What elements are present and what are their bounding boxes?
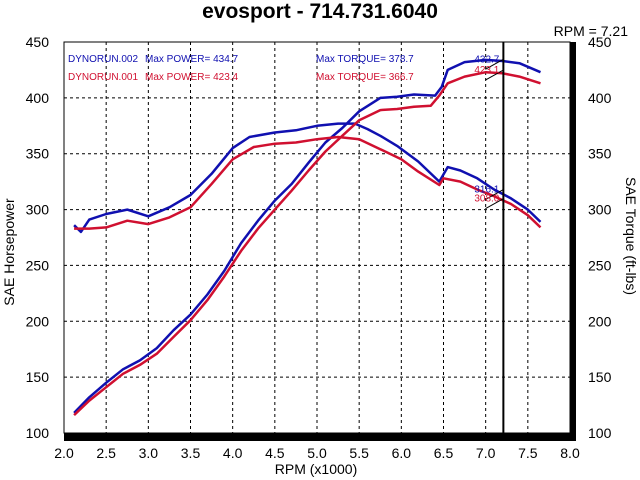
y2-tick-label: 450: [588, 34, 612, 50]
x-tick-label: 3.5: [181, 445, 201, 461]
y2-tick-label: 200: [588, 313, 612, 329]
y-tick-label: 350: [26, 146, 50, 162]
x-tick-labels: 2.0 2.5 3.0 3.5 4.0 4.5 5.0 5.5 6.0 6.5 7.0 7.5 8.0: [54, 445, 580, 461]
x-tick-label: 6.0: [392, 445, 412, 461]
y2-tick-labels: 100 150 200 250 300 350 400 450: [588, 34, 612, 441]
cursor-value-label: 423.1: [474, 65, 499, 76]
series-line-1: [73, 122, 542, 234]
y-tick-label: 400: [26, 90, 50, 106]
y-tick-label: 150: [26, 369, 50, 385]
cursor-pointer-line: [485, 198, 504, 210]
cursor-value-label: 316.1: [474, 185, 499, 196]
x-tick-label: 3.0: [139, 445, 159, 461]
x-tick-label: 2.0: [54, 445, 74, 461]
y-axis-label: SAE Horsepower: [1, 198, 17, 306]
legend-run-1-power: Max POWER= 423.4: [145, 72, 239, 83]
y-tick-label: 250: [26, 257, 50, 273]
y-tick-label: 450: [26, 34, 50, 50]
x-tick-label: 4.0: [223, 445, 243, 461]
y2-tick-label: 250: [588, 257, 612, 273]
y2-tick-label: 400: [588, 90, 612, 106]
legend: DYNORUN.002 Max POWER= 434.7 Max TORQUE=…: [68, 54, 414, 83]
x-tick-label: 8.0: [560, 445, 580, 461]
y2-tick-label: 100: [588, 425, 612, 441]
y2-tick-label: 350: [588, 146, 612, 162]
x-tick-label: 5.5: [349, 445, 369, 461]
series-line-3: [74, 135, 542, 230]
y2-tick-label: 150: [588, 369, 612, 385]
y2-axis-bar: [570, 42, 576, 441]
legend-run-1-name: DYNORUN.001: [68, 72, 138, 83]
x-axis-bar: [64, 433, 571, 441]
legend-run-2-torque: Max TORQUE= 378.7: [316, 54, 414, 65]
chart-title: evosport - 714.731.6040: [202, 0, 438, 23]
cursor-pointer-line: [485, 189, 504, 201]
cursor-value-label: 308.0: [474, 194, 499, 205]
series-lines: [73, 58, 542, 417]
legend-run-2-name: DYNORUN.002: [68, 54, 138, 65]
x-tick-label: 6.5: [434, 445, 454, 461]
y-tick-labels: 100 150 200 250 300 350 400 450: [26, 34, 50, 441]
x-tick-label: 2.5: [96, 445, 116, 461]
x-tick-label: 5.0: [307, 445, 327, 461]
y-tick-label: 300: [26, 202, 50, 218]
cursor-rpm-readout: RPM = 7.21: [554, 23, 629, 39]
legend-run-1-torque: Max TORQUE= 366.7: [316, 72, 414, 83]
cursor-pointer-line: [485, 58, 504, 70]
x-tick-label: 7.5: [518, 445, 538, 461]
x-tick-label: 7.0: [476, 445, 496, 461]
y-tick-label: 200: [26, 313, 50, 329]
y-tick-label: 100: [26, 425, 50, 441]
gridlines: [64, 42, 570, 433]
x-tick-label: 4.5: [265, 445, 285, 461]
y2-axis-label: SAE Torque (ft-lbs): [623, 177, 639, 295]
legend-run-2-power: Max POWER= 434.7: [145, 54, 239, 65]
y2-tick-label: 300: [588, 202, 612, 218]
x-axis-label: RPM (x1000): [275, 461, 357, 477]
cursor-pointer-line: [485, 69, 504, 81]
cursor-value-label: 432.7: [474, 54, 499, 65]
series-line-0: [73, 58, 541, 414]
series-line-2: [73, 70, 541, 417]
